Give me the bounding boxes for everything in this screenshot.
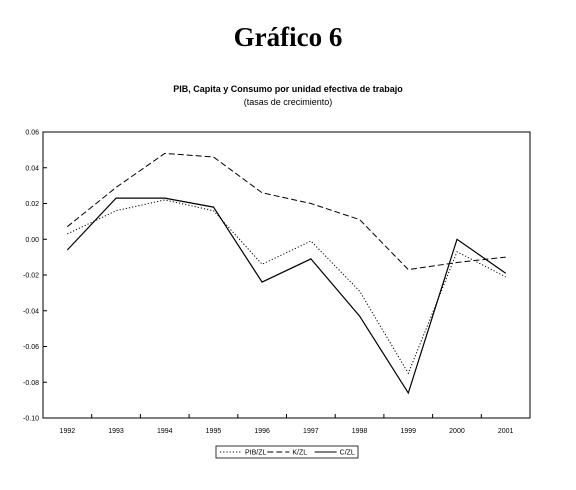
y-tick-label: -0.10 [23,416,39,423]
legend-label: C/ZL [340,450,355,457]
series-line-c-zl [66,197,507,395]
x-tick-label: 1995 [206,428,222,435]
y-tick-label: 0.06 [25,130,39,137]
x-tick-label: 1994 [157,428,173,435]
chart-subtitle: (tasas de crecimiento) [243,97,333,107]
x-tick-label: 1998 [352,428,368,435]
y-tick-label: -0.08 [23,380,39,387]
x-tick-label: 1999 [400,428,416,435]
x-tick-label: 2000 [449,428,465,435]
series-line-pib-zl [67,199,506,375]
y-tick-label: -0.02 [23,273,39,280]
legend-label: PIB/ZL [245,450,267,457]
y-tick-label: -0.04 [23,308,39,315]
y-tick-label: 0.00 [25,237,39,244]
page-heading: Gráfico 6 [233,22,343,52]
x-tick-label: 1993 [108,428,124,435]
x-tick-label: 1996 [254,428,270,435]
plot-frame [42,131,531,419]
x-tick-label: 1997 [303,428,319,435]
x-tick-label: 1992 [60,428,76,435]
x-tick-label: 2001 [498,428,514,435]
series-line-k-zl [66,152,506,271]
y-tick-label: 0.02 [25,201,39,208]
y-tick-label: 0.04 [25,165,39,172]
y-tick-label: -0.06 [23,344,39,351]
chart-title: PIB, Capita y Consumo por unidad efectiv… [173,84,403,94]
legend-label: K/ZL [292,450,307,457]
